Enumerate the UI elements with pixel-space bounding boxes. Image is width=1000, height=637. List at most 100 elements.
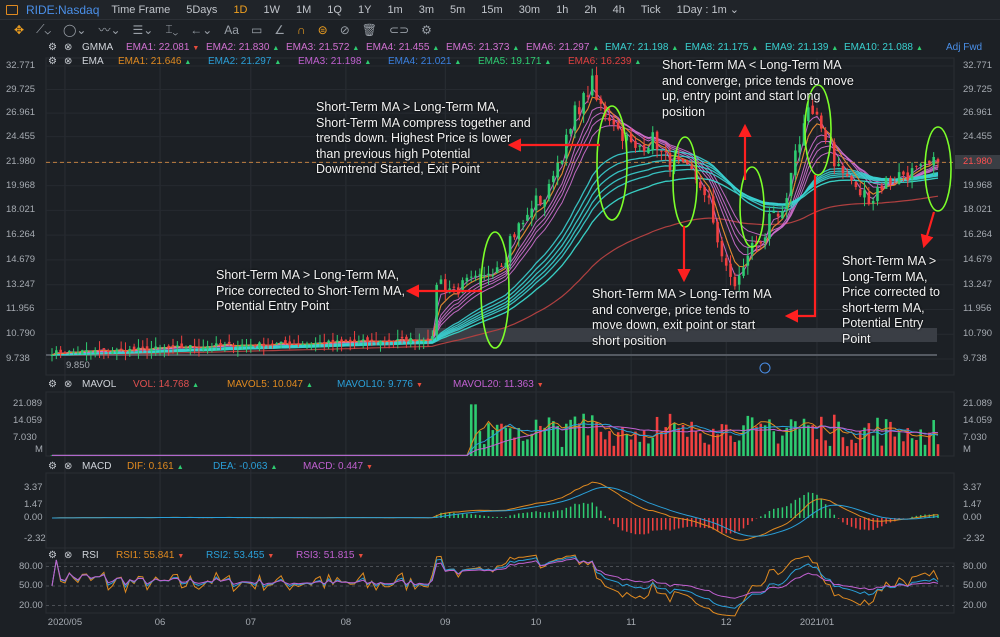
close-icon[interactable]: ⊗	[64, 460, 73, 472]
candle	[189, 345, 192, 350]
candle	[245, 344, 248, 347]
volume-bar	[915, 439, 918, 456]
arrow-up-icon: ▲	[512, 44, 520, 52]
interval-5days[interactable]: 5Days	[186, 3, 218, 16]
volume-bar	[932, 420, 935, 456]
settings-icon[interactable]: ⚙	[48, 378, 57, 390]
pattern-tool-icon[interactable]: 〰⌄	[98, 23, 121, 37]
candle	[616, 122, 620, 129]
interval-2h[interactable]: 2h	[584, 3, 597, 16]
price-tick-left: 24.455	[6, 130, 36, 142]
volume-bar	[815, 439, 819, 456]
session-dropdown[interactable]: 1Day : 1m ⌄	[676, 4, 740, 16]
fib-tool-icon[interactable]: ☰⌄	[132, 22, 154, 37]
close-icon[interactable]: ⊗	[64, 549, 73, 561]
volume-bar	[539, 425, 542, 456]
candle	[236, 346, 240, 348]
ema-name[interactable]: EMA	[82, 55, 104, 67]
arrow-up-icon: ▲	[184, 58, 192, 66]
price-tick-right: 16.264	[963, 229, 993, 241]
volume-bar	[508, 428, 512, 456]
candle	[845, 173, 849, 176]
interval-1m[interactable]: 1m	[387, 3, 403, 16]
move-icon[interactable]: ✥	[14, 22, 25, 37]
candle	[374, 341, 378, 343]
pane-frame	[45, 562, 955, 614]
line-tool-icon[interactable]: ⟋⌄	[36, 22, 51, 36]
adj-fwd-button[interactable]: Adj Fwd	[946, 42, 983, 53]
candle	[444, 279, 447, 293]
price-tick-left: 32.771	[6, 60, 36, 71]
settings-icon[interactable]: ⚙	[48, 55, 57, 67]
interval-1h[interactable]: 1h	[556, 3, 569, 16]
arrow-up-icon: ▲	[352, 44, 360, 52]
candle	[500, 265, 503, 267]
ema-value: EMA2: 21.297 ▲	[208, 56, 281, 67]
interval-4h[interactable]: 4h	[612, 3, 625, 16]
volume-bar	[647, 443, 650, 456]
interval-tick[interactable]: Tick	[640, 3, 661, 16]
mavol-name[interactable]: MAVOL	[82, 378, 117, 390]
candle	[452, 286, 456, 288]
candle	[89, 351, 93, 353]
gmma-name[interactable]: GMMA	[82, 41, 114, 53]
macd-name[interactable]: MACD	[82, 460, 112, 472]
mavol-value-text: MAVOL20: 11.363	[453, 378, 534, 390]
lock-drawings-icon[interactable]: ⊜	[317, 22, 328, 37]
interval-15m[interactable]: 15m	[481, 3, 503, 16]
candle	[724, 258, 728, 266]
magnet-icon[interactable]: ∩	[297, 22, 306, 37]
volume-bar	[820, 416, 823, 456]
rsi-tick-right: 80.00	[963, 560, 987, 572]
shape-tool-icon[interactable]: ◯⌄	[62, 22, 87, 37]
volume-bar	[794, 421, 797, 456]
settings-icon[interactable]: ⚙	[421, 22, 432, 37]
candle	[266, 344, 270, 346]
settings-icon[interactable]: ⚙	[48, 549, 57, 561]
pane-frame	[45, 391, 955, 457]
interval-3m[interactable]: 3m	[418, 3, 434, 16]
delete-icon[interactable]: 🗑	[361, 22, 378, 37]
candle	[884, 177, 888, 189]
session-value: 1Day : 1m	[676, 4, 727, 16]
candle	[145, 346, 149, 351]
candle	[577, 107, 581, 115]
candle	[197, 346, 201, 349]
close-icon[interactable]: ⊗	[64, 55, 73, 67]
text-tool-icon[interactable]: Aa	[224, 22, 239, 37]
interval-1w[interactable]: 1W	[263, 3, 281, 16]
candle	[716, 221, 719, 243]
candle	[50, 355, 54, 357]
annotation-short-exit: Short-Term MA > Long-Term MA and converg…	[592, 287, 771, 348]
candle	[124, 350, 127, 353]
interval-1d[interactable]: 1D	[233, 3, 248, 16]
candle	[906, 172, 910, 181]
arrow-tool-icon[interactable]: ←⌄	[190, 22, 213, 37]
interval-30m[interactable]: 30m	[518, 3, 541, 16]
arrow-down-icon: ▼	[536, 381, 544, 389]
volume-bar	[832, 414, 836, 456]
candle	[526, 214, 529, 221]
symbol-label[interactable]: RIDE:Nasdaq	[26, 2, 100, 17]
close-icon[interactable]: ⊗	[64, 41, 73, 53]
interval-1q[interactable]: 1Q	[327, 3, 342, 16]
compare-icon[interactable]: ⊂⊃	[389, 22, 410, 37]
sidebar-toggle-icon[interactable]	[6, 4, 18, 15]
hide-drawings-icon[interactable]: ⊘	[339, 22, 350, 37]
arrow-up-icon: ▲	[364, 58, 372, 66]
candle	[219, 343, 222, 346]
close-icon[interactable]: ⊗	[64, 378, 73, 390]
candle	[158, 347, 162, 349]
comment-icon[interactable]: ▭	[250, 22, 263, 37]
rsi-name[interactable]: RSI	[82, 549, 99, 561]
volume-bar	[491, 430, 495, 456]
interval-1y[interactable]: 1Y	[357, 3, 372, 16]
interval-1m[interactable]: 1M	[296, 3, 312, 16]
settings-icon[interactable]: ⚙	[48, 41, 57, 53]
settings-icon[interactable]: ⚙	[48, 460, 57, 472]
gmma-value: EMA9: 21.139 ▲	[765, 42, 838, 53]
interval-5m[interactable]: 5m	[450, 3, 466, 16]
measure-tool-icon[interactable]: ⌶⌄	[165, 22, 179, 36]
angle-icon[interactable]: ∠	[274, 22, 286, 37]
